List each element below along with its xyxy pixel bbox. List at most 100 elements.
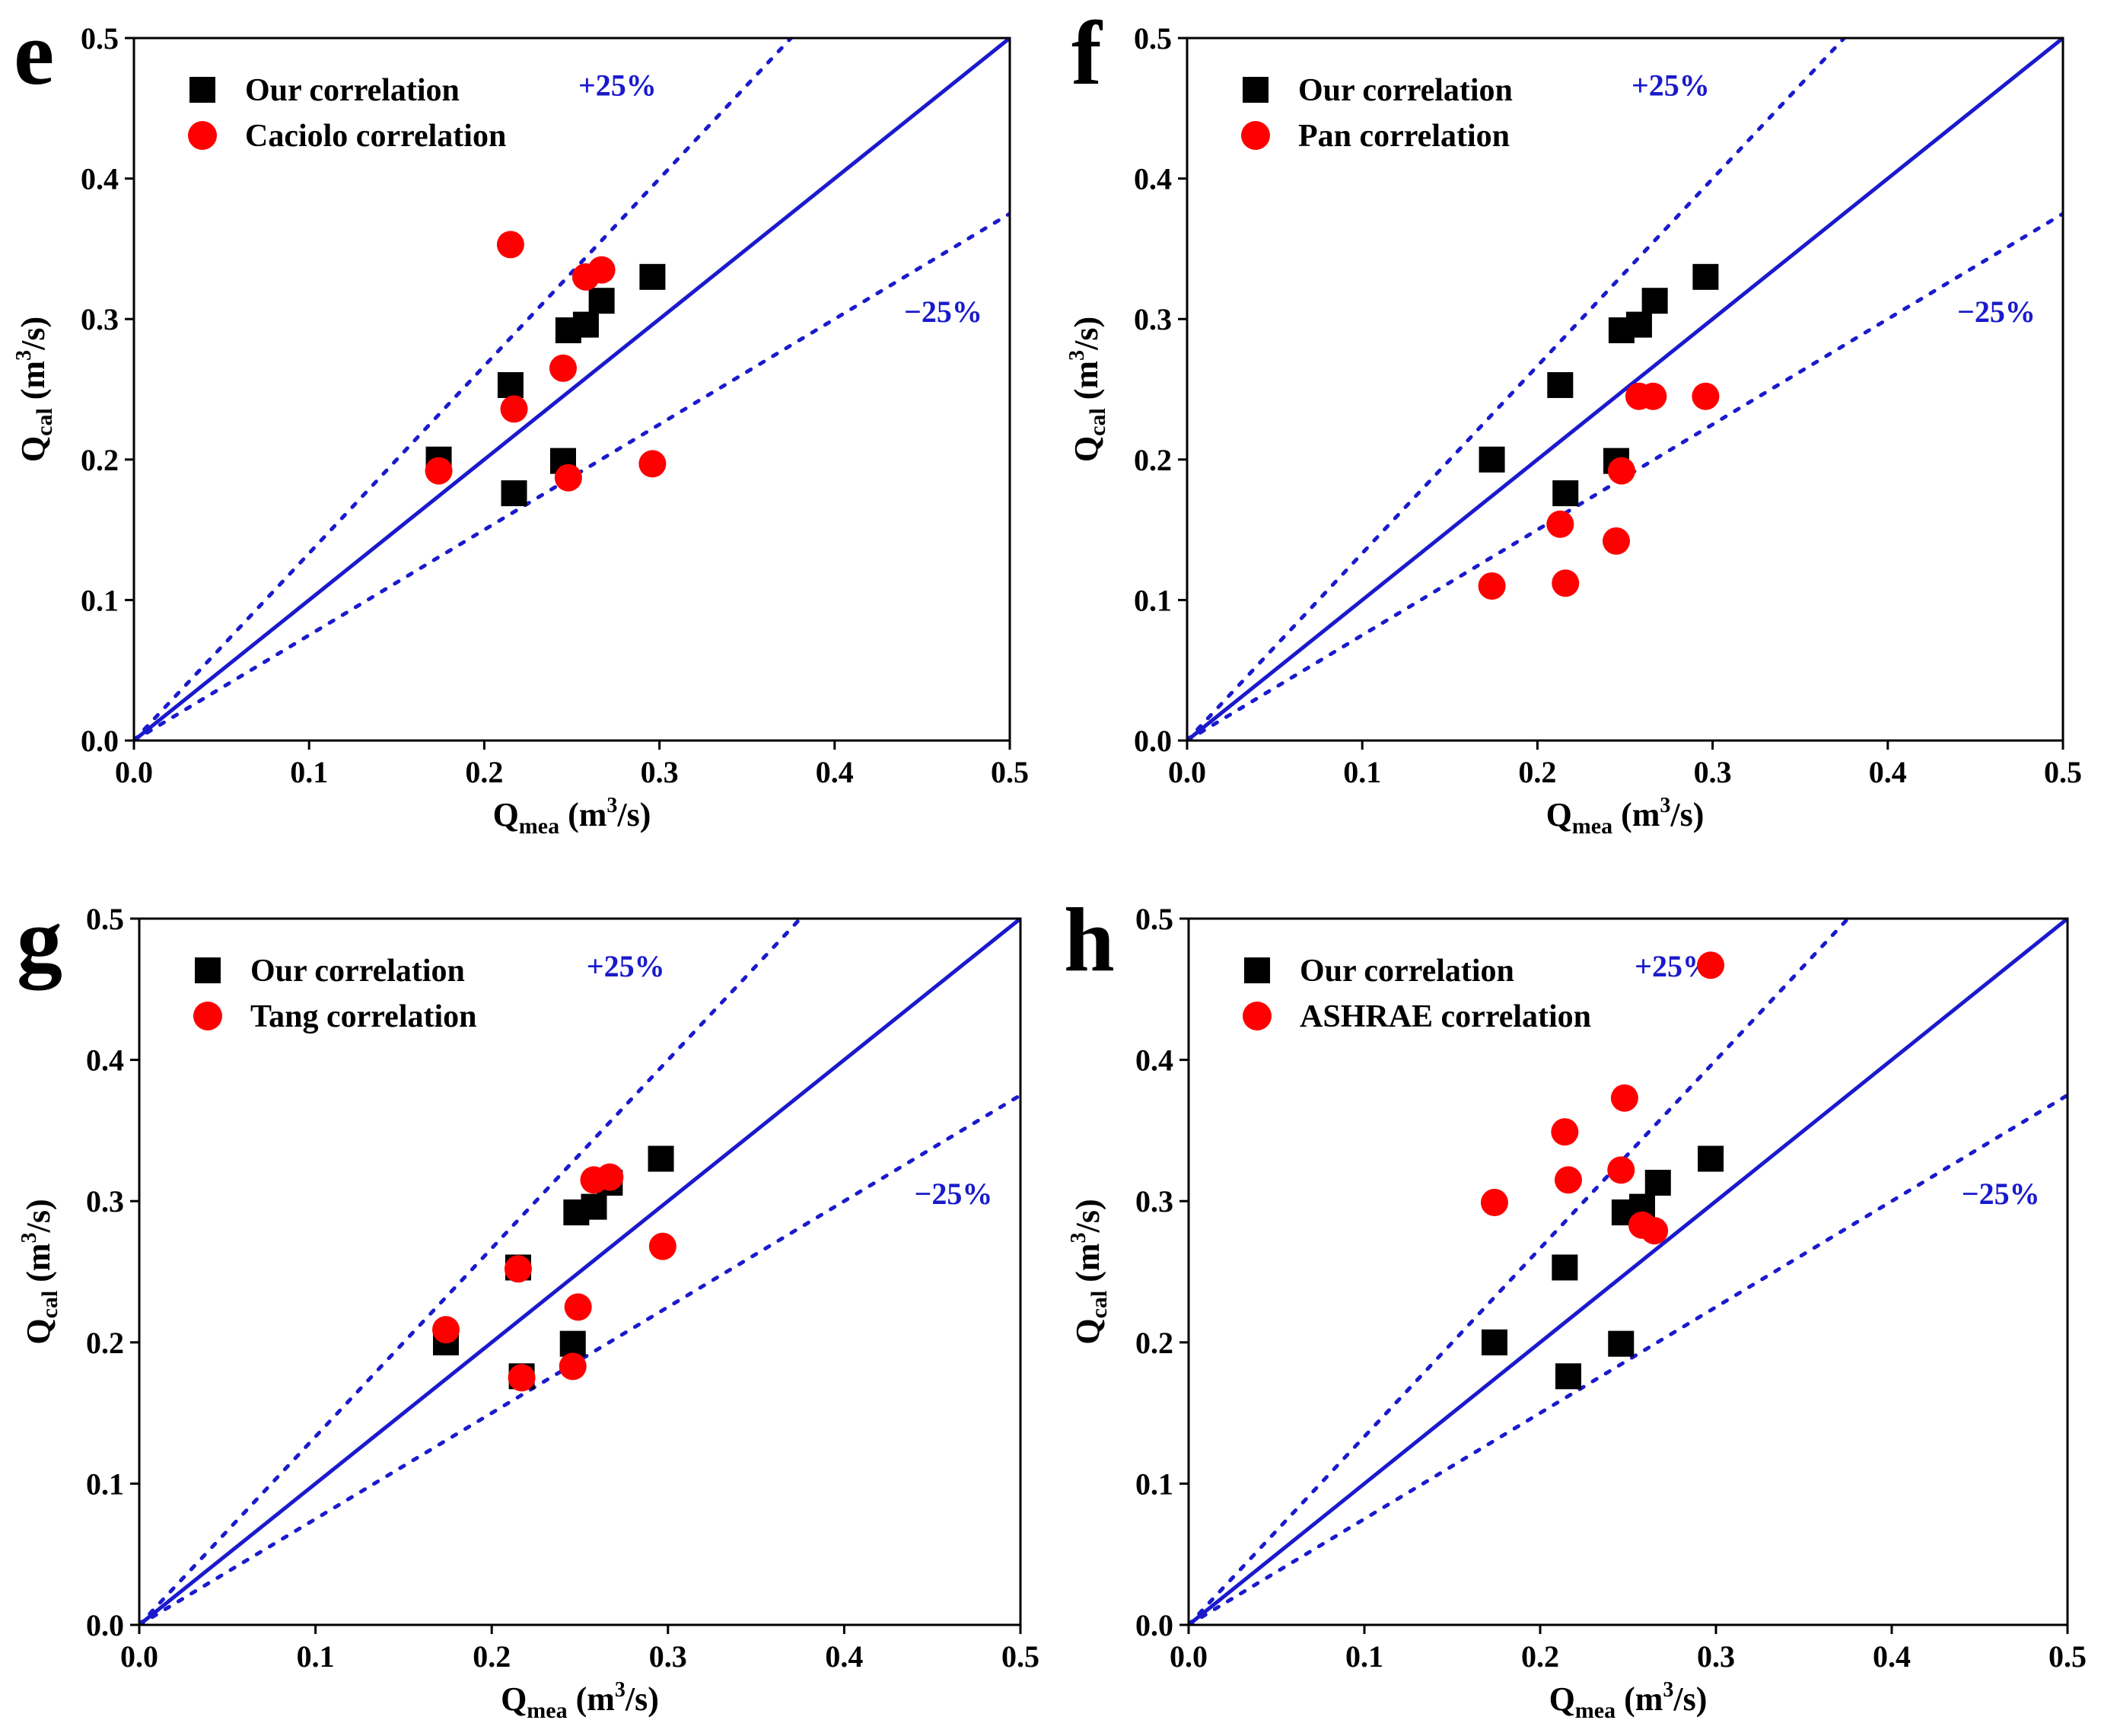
chart-h: h +25%−25%0.00.00.10.10.20.20.30.30.40.40… [1064, 889, 2087, 1723]
chart-h-ytick-label: 0.5 [1135, 902, 1173, 936]
chart-e-legend-label-1: Our correlation [245, 73, 460, 108]
chart-g-point-ours [581, 1193, 607, 1220]
chart-e-point-other [549, 354, 577, 382]
chart-g-ytick-label: 0.3 [86, 1184, 124, 1218]
chart-e-point-other [500, 395, 528, 423]
chart-e-xtick-label: 0.2 [465, 755, 503, 789]
chart-h-panel-letter: h [1064, 889, 1115, 990]
chart-h-ytick-label: 0.3 [1135, 1184, 1173, 1218]
chart-g-legend-square-icon [195, 957, 221, 983]
chart-e-plus25-label: +25% [578, 68, 657, 103]
chart-g-xlabel: Qmea (m3/s) [501, 1678, 659, 1723]
chart-h-xtick-label: 0.5 [2048, 1639, 2087, 1674]
chart-f-legend-label-2: Pan correlation [1298, 119, 1510, 154]
chart-f-xtick-label: 0.0 [1168, 755, 1206, 789]
chart-f-panel-letter: f [1071, 2, 1103, 104]
chart-f-xtick-label: 0.1 [1343, 755, 1381, 789]
chart-e-panel-letter: e [14, 2, 54, 104]
chart-f-plus25-label: +25% [1631, 68, 1710, 103]
chart-e-ytick-label: 0.5 [81, 21, 119, 56]
chart-e-point-other [425, 457, 453, 485]
chart-h-point-other [1551, 1118, 1579, 1146]
chart-f-minus25-line [1187, 212, 2063, 741]
chart-h-point-ours [1481, 1329, 1507, 1355]
chart-g-legend-label-2: Tang correlation [250, 999, 477, 1034]
chart-g-point-other [504, 1255, 532, 1283]
chart-e-xlabel: Qmea (m3/s) [493, 794, 651, 839]
chart-h-xtick-label: 0.2 [1521, 1639, 1559, 1674]
chart-e-legend-square-icon [189, 77, 215, 103]
chart-h-point-ours [1608, 1330, 1635, 1357]
chart-f-point-ours [1641, 288, 1668, 314]
chart-g-point-other [508, 1364, 536, 1392]
chart-e-plus25-line [134, 38, 794, 741]
chart-e-ytick-label: 0.4 [81, 162, 119, 196]
chart-e-point-other [554, 463, 582, 492]
chart-f-ytick-label: 0.5 [1134, 21, 1172, 56]
chart-f-ytick-label: 0.4 [1134, 162, 1172, 196]
chart-g-xtick-label: 0.1 [297, 1639, 335, 1674]
chart-h-minus25-label: −25% [1962, 1177, 2040, 1211]
chart-f-point-other [1639, 382, 1667, 410]
chart-g-legend-circle-icon [193, 1002, 222, 1030]
chart-g-point-other [596, 1163, 624, 1191]
chart-e-ytick-label: 0.0 [81, 724, 119, 758]
chart-e-minus25-label: −25% [904, 295, 982, 329]
chart-e-xtick-label: 0.1 [290, 755, 328, 789]
chart-f-xtick-label: 0.4 [1869, 755, 1907, 789]
chart-g-ylabel: Qcal (m3/s) [18, 1199, 62, 1344]
chart-g-xtick-label: 0.5 [1001, 1639, 1039, 1674]
chart-h-ylabel: Qcal (m3/s) [1067, 1199, 1112, 1344]
chart-h-xtick-label: 0.3 [1697, 1639, 1735, 1674]
chart-e-xtick-label: 0.5 [991, 755, 1029, 789]
chart-h-point-ours [1552, 1254, 1578, 1281]
chart-g-point-other [648, 1232, 676, 1260]
chart-g-xtick-label: 0.3 [649, 1639, 687, 1674]
chart-h-point-other [1554, 1166, 1582, 1194]
chart-f-ylabel: Qcal (m3/s) [1065, 317, 1110, 462]
chart-f-minus25-label: −25% [1957, 295, 2036, 329]
chart-h-point-other [1607, 1156, 1635, 1184]
chart-f-point-ours [1625, 311, 1652, 338]
chart-f-plot-frame [1186, 37, 2064, 742]
chart-f-point-ours [1692, 263, 1719, 290]
chart-g-point-ours [648, 1145, 674, 1172]
chart-g-point-other [564, 1293, 592, 1321]
chart-f-point-ours [1547, 371, 1574, 398]
chart-g-ytick-label: 0.5 [86, 902, 124, 936]
chart-e-ytick-label: 0.2 [81, 443, 119, 477]
chart-f-point-ours [1552, 480, 1579, 507]
chart-h-xtick-label: 0.1 [1345, 1639, 1383, 1674]
chart-g-plot-frame [138, 917, 1022, 1626]
chart-e-legend-label-2: Caciolo correlation [245, 119, 506, 154]
chart-e-identity-line [134, 38, 1010, 741]
chart-e-point-ours [639, 263, 666, 290]
chart-f-ytick-label: 0.2 [1134, 443, 1172, 477]
chart-h-legend-label-2: ASHRAE correlation [1300, 999, 1591, 1034]
chart-f-point-other [1692, 382, 1720, 410]
chart-e-point-other [496, 231, 524, 259]
chart-h-xlabel: Qmea (m3/s) [1549, 1678, 1708, 1723]
chart-e-xtick-label: 0.4 [816, 755, 854, 789]
chart-h-xtick-label: 0.0 [1170, 1639, 1208, 1674]
chart-h-ytick-label: 0.1 [1135, 1467, 1173, 1501]
chart-g-xtick-label: 0.0 [120, 1639, 158, 1674]
chart-h-minus25-line [1189, 1093, 2068, 1625]
chart-g-legend-label-1: Our correlation [250, 954, 465, 989]
chart-e-point-ours [572, 311, 599, 338]
chart-e-point-ours [588, 288, 615, 314]
chart-g-minus25-line [139, 1093, 1020, 1625]
chart-h-point-other [1480, 1189, 1508, 1217]
chart-h-legend-label-1: Our correlation [1300, 954, 1514, 989]
chart-e-point-ours [501, 480, 527, 507]
chart-g-plus25-label: +25% [587, 949, 665, 983]
chart-f-ytick-label: 0.3 [1134, 302, 1172, 336]
chart-h-ytick-label: 0.2 [1135, 1326, 1173, 1360]
chart-f-point-other [1552, 569, 1580, 597]
chart-h-ytick-label: 0.0 [1135, 1608, 1173, 1642]
chart-e-point-other [587, 256, 616, 284]
chart-h-point-ours [1644, 1170, 1671, 1196]
chart-g-xtick-label: 0.2 [473, 1639, 511, 1674]
chart-g-plus25-line [139, 919, 804, 1625]
